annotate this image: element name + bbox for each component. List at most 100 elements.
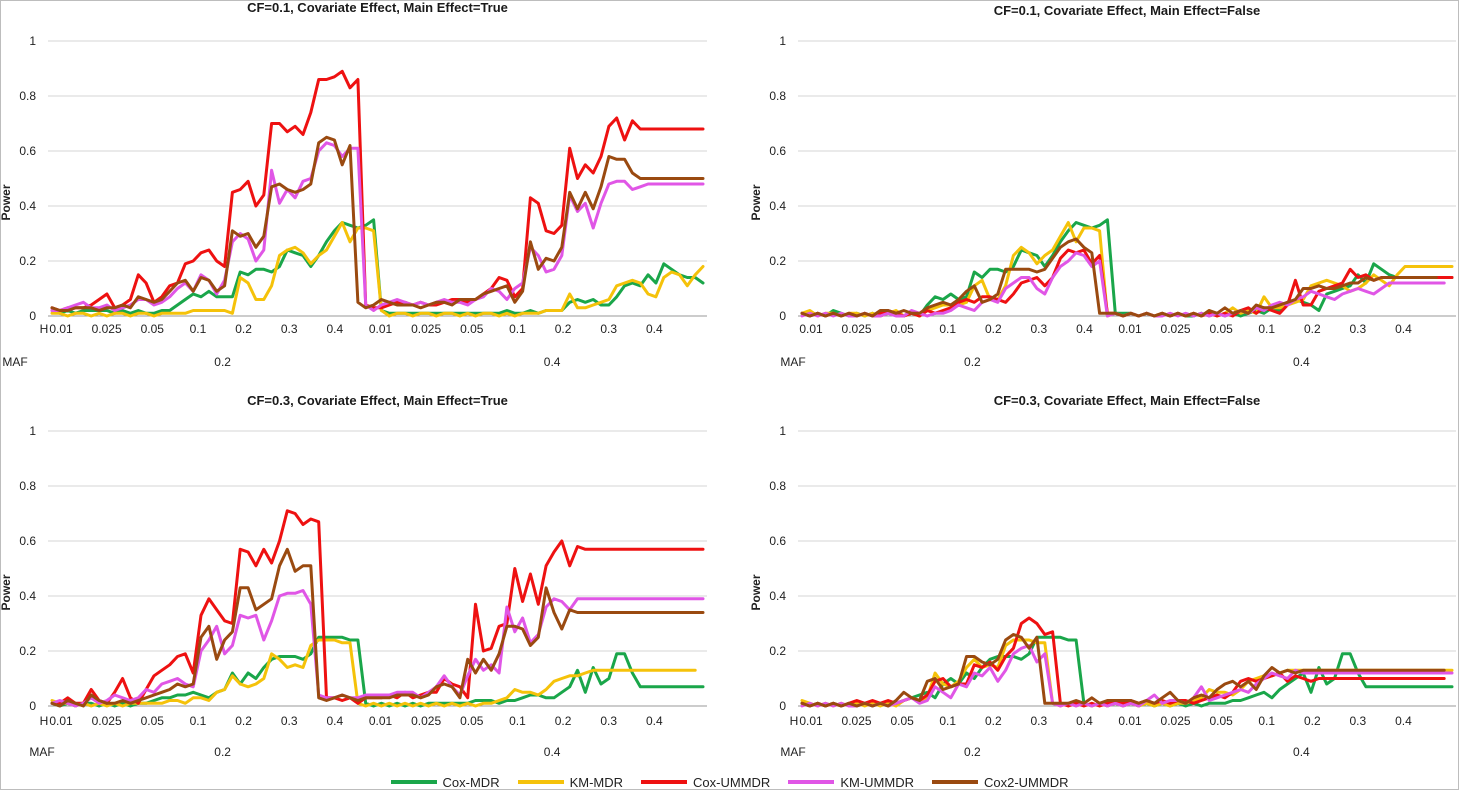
x-tick-label: 0.3	[1350, 322, 1367, 336]
series-line	[800, 616, 1446, 708]
legend-swatch	[931, 780, 978, 784]
x-tick-label: 0.1	[939, 322, 956, 336]
x-tick-label: 0.4	[1076, 714, 1093, 728]
y-tick-label: 0.6	[769, 534, 786, 548]
legend-label: Cox2-UMMDR	[983, 774, 1069, 790]
y-tick-label: 0.6	[769, 144, 786, 158]
x-tick-label: 0.1	[509, 714, 526, 728]
x-tick-label: 0.4	[327, 714, 344, 728]
series-line	[50, 509, 705, 705]
x-tick-label: 0.4	[1395, 714, 1412, 728]
y-tick-label: 0	[29, 699, 36, 713]
series-line	[800, 633, 1446, 708]
y-tick-label: 0.4	[19, 589, 36, 603]
x-tick-label: 0.4	[1395, 322, 1412, 336]
x-tick-label: 0.01	[49, 322, 73, 336]
legend-label: Cox-UMMDR	[693, 774, 771, 790]
x-tick-label: 0.025	[842, 714, 872, 728]
x-tick-label: 0.3	[1031, 322, 1048, 336]
x-tick-label: H	[40, 322, 49, 336]
x-tick-label: 0.1	[1258, 714, 1275, 728]
y-tick-label: 0.4	[769, 589, 786, 603]
x-tick-label: 0.4	[646, 322, 663, 336]
x-tick-label: 0.3	[1031, 714, 1048, 728]
y-tick-label: 0.8	[769, 479, 786, 493]
y-tick-label: 0	[779, 309, 786, 323]
x-tick-label: 0.2	[1304, 322, 1321, 336]
x-tick-label: 0.025	[1161, 714, 1191, 728]
x-group-label: 0.2	[214, 355, 231, 369]
y-tick-label: 0.2	[769, 644, 786, 658]
legend-swatch	[641, 780, 688, 784]
chart-title: CF=0.3, Covariate Effect, Main Effect=Tr…	[247, 393, 508, 408]
series-line	[50, 589, 705, 708]
x-group-label: 0.4	[1293, 745, 1310, 759]
y-axis-label: Power	[0, 574, 13, 610]
legend-item: Cox-MDR	[390, 774, 500, 790]
y-tick-label: 0.4	[769, 199, 786, 213]
x-tick-label: 0.1	[939, 714, 956, 728]
x-tick-label: 0.2	[985, 714, 1002, 728]
x-group-label: 0.4	[544, 745, 561, 759]
x-tick-label: 0.1	[509, 322, 526, 336]
x-tick-label: 0.2	[555, 714, 572, 728]
y-tick-label: 0	[29, 309, 36, 323]
x-group-label: 0.2	[964, 745, 981, 759]
x-tick-label: 0.05	[1209, 322, 1233, 336]
x-tick-label: 0.025	[92, 714, 122, 728]
x-tick-label: 0.3	[1350, 714, 1367, 728]
x-tick-label: 0.01	[799, 322, 823, 336]
y-tick-label: 0	[779, 699, 786, 713]
y-axis-label: Power	[0, 184, 13, 220]
x-tick-label: 0.4	[327, 322, 344, 336]
x-tick-label: 0.2	[555, 322, 572, 336]
series-line	[800, 218, 1454, 318]
x-group-title: MAF	[29, 745, 54, 759]
x-tick-label: 0.1	[1258, 322, 1275, 336]
series-line	[50, 141, 705, 312]
x-group-label: 0.2	[964, 355, 981, 369]
y-axis-label: Power	[749, 184, 763, 220]
y-tick-label: 0.8	[769, 89, 786, 103]
y-tick-label: 1	[29, 424, 36, 438]
chart-title: CF=0.1, Covariate Effect, Main Effect=Tr…	[247, 0, 508, 15]
x-tick-label: 0.3	[281, 714, 298, 728]
legend-label: Cox-MDR	[442, 774, 500, 790]
x-tick-label: 0.05	[890, 714, 914, 728]
x-tick-label: 0.025	[1161, 322, 1191, 336]
y-tick-label: 0.4	[19, 199, 36, 213]
x-tick-label: 0.01	[49, 714, 73, 728]
y-tick-label: 0.6	[19, 144, 36, 158]
y-tick-label: 0.8	[19, 479, 36, 493]
legend-label: KM-UMMDR	[840, 774, 914, 790]
x-tick-label: 0.025	[411, 714, 441, 728]
series-line	[800, 237, 1438, 318]
x-tick-label: 0.2	[235, 714, 252, 728]
x-tick-label: 0.01	[799, 714, 823, 728]
y-tick-label: 0.6	[19, 534, 36, 548]
x-tick-label: 0.05	[460, 322, 484, 336]
x-tick-label: 0.3	[600, 322, 617, 336]
x-tick-label: 0.3	[281, 322, 298, 336]
legend-item: KM-MDR	[517, 775, 623, 790]
x-tick-label: 0.1	[190, 322, 207, 336]
x-tick-label: 0.2	[985, 322, 1002, 336]
x-tick-label: H	[40, 714, 49, 728]
chart-panel: CF=0.3, Covariate Effect, Main Effect=Fa…	[749, 393, 1456, 759]
x-tick-label: 0.01	[1118, 322, 1142, 336]
legend: Cox-MDR KM-MDR Cox-UMMDR KM-UMMDR Cox2-U…	[0, 773, 1459, 791]
legend-item: KM-UMMDR	[788, 775, 914, 790]
x-group-label: 0.4	[544, 355, 561, 369]
x-tick-label: 0.2	[235, 322, 252, 336]
legend-swatch	[390, 780, 437, 784]
series-line	[50, 547, 705, 708]
x-tick-label: 0.025	[411, 322, 441, 336]
legend-swatch	[517, 780, 564, 784]
chart-panel: CF=0.1, Covariate Effect, Main Effect=Tr…	[0, 0, 707, 369]
x-tick-label: 0.05	[141, 322, 165, 336]
y-axis-label: Power	[749, 574, 763, 610]
legend-item: Cox2-UMMDR	[931, 774, 1069, 790]
x-tick-label: 0.01	[369, 322, 393, 336]
x-group-label: 0.4	[1293, 355, 1310, 369]
x-tick-label: 0.1	[190, 714, 207, 728]
